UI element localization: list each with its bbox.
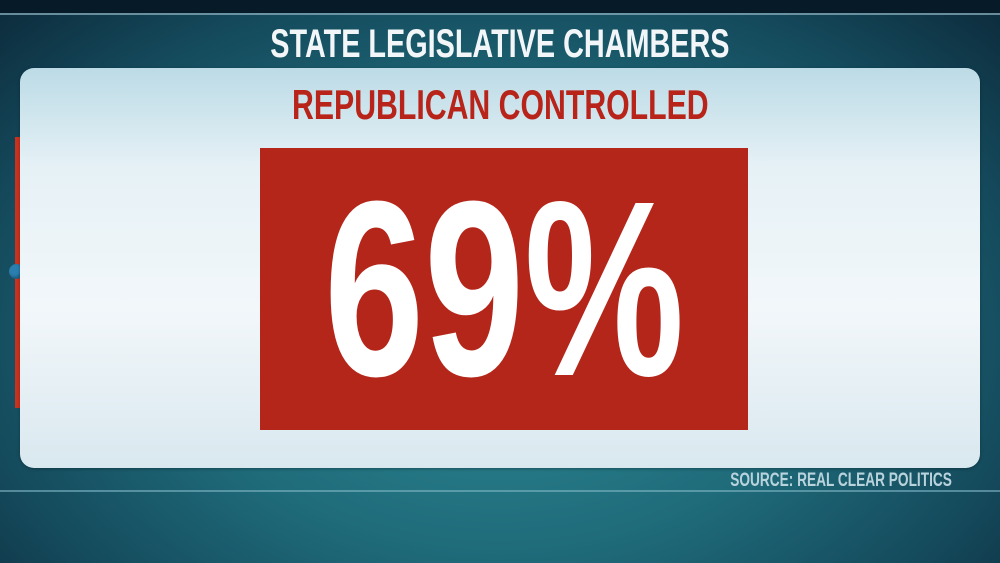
stat-value-text: 69% — [323, 149, 685, 428]
top-band — [0, 0, 1000, 13]
subtitle-text: REPUBLICAN CONTROLLED — [291, 81, 709, 128]
source-credit: SOURCE: REAL CLEAR POLITICS — [644, 470, 952, 492]
stat-panel: REPUBLICAN CONTROLLED 69% — [20, 68, 980, 468]
stat-box: 69% — [260, 148, 748, 430]
source-text: SOURCE: REAL CLEAR POLITICS — [730, 470, 952, 491]
title-text: STATE LEGISLATIVE CHAMBERS — [270, 22, 730, 66]
bottom-divider — [0, 490, 1000, 492]
graphic-title: STATE LEGISLATIVE CHAMBERS — [0, 20, 1000, 68]
stat-subtitle: REPUBLICAN CONTROLLED — [20, 82, 980, 128]
top-divider — [0, 13, 1000, 15]
stat-value: 69% — [260, 148, 748, 430]
